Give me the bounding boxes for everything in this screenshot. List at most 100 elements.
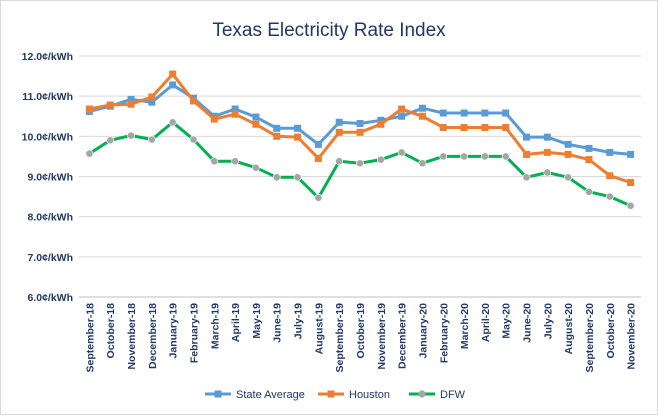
data-point [273, 132, 281, 140]
x-tick-label: August-19 [313, 303, 325, 354]
data-point [314, 154, 322, 162]
x-tick-label: September-19 [334, 303, 346, 373]
data-point [127, 95, 135, 103]
series-lines [85, 70, 635, 210]
data-point [397, 148, 406, 157]
data-point [169, 81, 177, 89]
data-point [439, 152, 448, 161]
y-tick-label: 8.0¢/kWh [27, 212, 73, 224]
x-tick-label: January-19 [168, 303, 180, 359]
legend-item: DFW [409, 389, 466, 401]
series-dfw [85, 118, 635, 210]
grid-lines [79, 55, 641, 298]
x-tick-label: May-20 [501, 303, 513, 339]
x-tick-label: November-18 [126, 303, 138, 370]
data-point [127, 100, 135, 108]
data-point [85, 105, 93, 113]
data-point [273, 124, 281, 132]
data-point [356, 128, 364, 136]
data-point [294, 133, 302, 141]
x-tick-label: October-18 [105, 303, 117, 359]
data-point [439, 123, 447, 131]
data-point [314, 193, 323, 202]
data-point [376, 155, 385, 164]
x-tick-label: December-19 [397, 303, 409, 369]
data-point [502, 123, 510, 131]
data-point [460, 152, 468, 161]
x-tick-label: February-20 [438, 303, 450, 363]
data-point [293, 173, 302, 182]
data-point [231, 157, 240, 166]
data-point [564, 140, 572, 148]
data-point [314, 140, 322, 148]
x-tick-label: November-19 [376, 303, 388, 370]
data-point [356, 119, 364, 127]
data-point [85, 149, 94, 158]
data-point [335, 118, 343, 126]
y-tick-label: 12.0¢/kWh [22, 51, 73, 63]
legend-label: Houston [349, 389, 390, 401]
x-tick-label: October-19 [355, 303, 367, 359]
data-point [106, 136, 115, 145]
data-point [272, 173, 281, 182]
data-point [585, 187, 593, 196]
series-state-average [85, 81, 635, 158]
x-tick-label: January-20 [417, 303, 429, 359]
data-point [522, 173, 531, 182]
x-tick-label: May-19 [251, 303, 263, 339]
data-point [148, 98, 156, 106]
y-tick-label: 6.0¢/kWh [27, 292, 73, 304]
data-point [418, 104, 426, 112]
y-tick-label: 10.0¢/kWh [22, 131, 73, 143]
y-tick-label: 11.0¢/kWh [22, 91, 73, 103]
data-point [189, 135, 198, 144]
data-point [231, 105, 239, 113]
data-point [460, 123, 468, 131]
data-point [585, 144, 593, 152]
data-point [169, 70, 177, 78]
data-point [418, 159, 427, 168]
data-point [398, 112, 406, 120]
data-point [189, 97, 197, 105]
data-point [127, 131, 135, 140]
data-point [502, 109, 510, 117]
data-point [543, 168, 552, 177]
data-point [501, 152, 510, 161]
data-point [480, 152, 489, 161]
data-point [523, 133, 531, 141]
x-tick-label: November-20 [626, 303, 638, 370]
x-axis: September-18 October-18 November-18 Decembe… [84, 303, 637, 373]
data-point [481, 109, 489, 117]
data-point [335, 157, 344, 166]
data-point [627, 150, 635, 158]
y-tick-label: 7.0¢/kWh [27, 252, 73, 264]
data-point [377, 116, 385, 124]
legend-label: State Average [236, 389, 305, 401]
data-point [564, 173, 573, 182]
chart-title: Texas Electricity Rate Index [212, 20, 446, 41]
data-point [294, 124, 302, 132]
legend-item: State Average [205, 389, 305, 401]
x-tick-label: June-19 [272, 303, 284, 343]
x-tick-label: April-20 [480, 303, 492, 342]
legend: State Average Houston DFW [205, 389, 466, 401]
data-point [585, 156, 593, 164]
data-point [481, 123, 489, 131]
legend-marker [214, 390, 222, 398]
data-point [356, 159, 364, 168]
x-tick-label: October-20 [605, 303, 617, 359]
data-point [564, 150, 572, 158]
data-point [147, 135, 156, 144]
data-point [626, 201, 635, 210]
data-point [335, 128, 343, 136]
data-point [168, 118, 177, 127]
data-point [231, 110, 239, 118]
x-tick-label: December-18 [147, 303, 159, 369]
data-point [523, 150, 531, 158]
data-point [398, 105, 406, 113]
x-tick-label: April-19 [230, 303, 242, 342]
legend-item: Houston [318, 389, 390, 401]
data-point [418, 112, 426, 120]
data-point [543, 133, 551, 141]
